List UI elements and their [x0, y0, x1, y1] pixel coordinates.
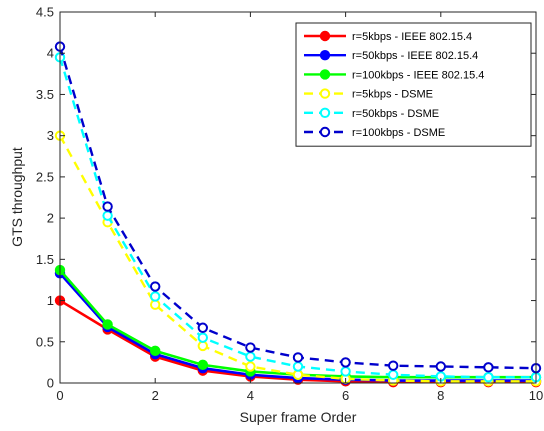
tick-layer: 0 2 4 6 8 10 0 0.5 1 1.5 2 2.5 3 3.5 4 4.5	[36, 5, 543, 404]
legend-box	[295, 22, 532, 147]
legend-swatch-marker	[319, 69, 331, 80]
y-tick-label: 1	[47, 293, 54, 308]
x-tick-label: 4	[247, 388, 254, 403]
y-tick-label: 3	[47, 128, 54, 143]
x-tick-label: 6	[342, 388, 349, 403]
x-tick-label: 8	[437, 388, 444, 403]
data-point	[340, 357, 351, 368]
y-tick-label: 4.5	[36, 5, 54, 20]
legend-label: r=50kbps - DSME	[352, 108, 439, 120]
data-point	[435, 361, 446, 372]
x-tick-label: 10	[529, 388, 543, 403]
legend-label: r=5kbps - DSME	[352, 89, 433, 101]
y-tick-label: 4	[47, 46, 54, 61]
legend-swatch-marker	[319, 50, 331, 61]
data-point	[340, 366, 351, 377]
data-point	[483, 372, 494, 383]
data-point	[245, 351, 256, 362]
x-tick-label: 0	[56, 388, 63, 403]
y-tick-label: 2	[47, 211, 54, 226]
data-point	[245, 342, 256, 353]
y-tick-label: 2.5	[36, 169, 54, 184]
legend-swatch-marker	[319, 88, 331, 99]
x-axis-title: Super frame Order	[240, 409, 357, 425]
legend-label: r=50kbps - IEEE 802.15.4	[352, 50, 478, 62]
data-point	[292, 361, 304, 372]
data-point	[150, 291, 161, 302]
y-axis-title: GTS throughput	[9, 147, 25, 247]
data-point	[150, 345, 161, 357]
y-tick-label: 0	[47, 376, 54, 391]
data-point	[388, 360, 399, 371]
series-5	[54, 52, 542, 383]
data-point	[197, 359, 209, 371]
y-tick-label: 3.5	[36, 87, 54, 102]
legend-swatch-marker	[319, 30, 331, 42]
data-point	[483, 362, 494, 373]
data-point	[197, 340, 209, 352]
data-point	[292, 352, 304, 363]
legend: r=5kbps - IEEE 802.15.4 r=50kbps - IEEE 8…	[295, 22, 532, 147]
plot-frame	[59, 11, 537, 384]
legend-label: r=5kbps - IEEE 802.15.4	[352, 31, 472, 43]
series-line	[58, 135, 536, 383]
legend-swatch-marker	[319, 126, 331, 138]
data-point	[102, 201, 113, 212]
data-point	[150, 299, 161, 310]
data-point	[388, 369, 399, 380]
legend-label: r=100kbps - IEEE 802.15.4	[352, 69, 484, 81]
data-point	[197, 332, 209, 343]
data-point	[245, 361, 256, 372]
x-tick-label: 2	[152, 388, 159, 403]
legend-label: r=100kbps - DSME	[352, 127, 445, 139]
legend-swatch-marker	[319, 107, 331, 119]
data-point	[292, 369, 304, 380]
data-point	[197, 322, 209, 333]
data-point	[102, 319, 113, 330]
y-tick-label: 1.5	[36, 252, 54, 267]
data-point	[150, 281, 161, 292]
y-tick-label: 0.5	[36, 334, 54, 349]
